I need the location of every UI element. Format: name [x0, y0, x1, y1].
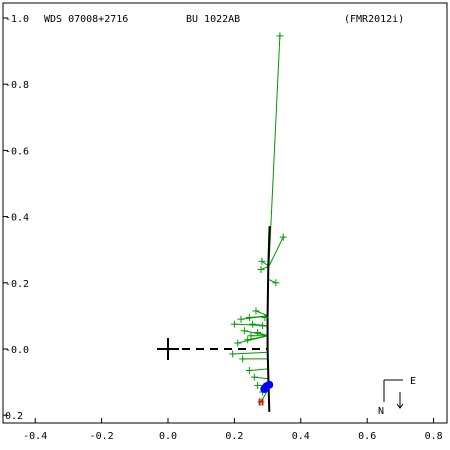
residual-line — [240, 315, 269, 320]
observation-point — [237, 315, 245, 323]
observation-point — [247, 332, 255, 340]
compass-north-label: N — [378, 406, 384, 417]
observation-point — [240, 327, 248, 335]
ephemeris-point — [260, 385, 269, 394]
observation-point — [252, 307, 260, 315]
x-tick-label: 0.8 — [425, 431, 443, 442]
x-tick-label: 0.2 — [225, 431, 243, 442]
observation-point — [245, 314, 253, 322]
residual-line — [255, 310, 269, 317]
observation-point — [249, 320, 257, 328]
observation-point — [244, 336, 252, 344]
y-tick-label: -0.2 — [5, 279, 29, 290]
observation-point — [250, 373, 258, 381]
x-tick-label: -0.2 — [90, 431, 114, 442]
motion-arrow-head — [396, 403, 404, 409]
observation-point — [272, 279, 280, 287]
wds-id-label: WDS 07008+2716 — [44, 14, 128, 25]
observation-point — [257, 398, 265, 406]
x-tick-label: 0.6 — [358, 431, 376, 442]
observation-point — [229, 350, 237, 358]
observation-point — [230, 320, 238, 328]
y-tick-label: -0.6 — [5, 146, 29, 157]
residual-line — [268, 236, 284, 267]
observation-point — [254, 328, 262, 336]
observation-point — [234, 339, 242, 347]
plot-frame — [2, 2, 448, 424]
y-tick-label: -0.0 — [5, 345, 29, 356]
observation-point — [261, 314, 269, 322]
y-tick-label: -0.4 — [5, 213, 29, 224]
y-tick-label: 0.2 — [5, 411, 23, 422]
observation-point — [254, 381, 262, 389]
residual-line — [237, 335, 269, 344]
residual-line — [257, 331, 269, 337]
observation-point — [279, 233, 287, 241]
x-tick-label: 0.0 — [159, 431, 177, 442]
observation-point — [259, 322, 267, 330]
x-tick-label: -0.4 — [23, 431, 47, 442]
residual-line — [268, 35, 281, 267]
x-tick-label: 0.4 — [292, 431, 310, 442]
marker-label: H — [258, 397, 264, 408]
residual-line — [232, 351, 268, 355]
observation-point — [276, 32, 284, 40]
compass-east-label: E — [410, 376, 416, 387]
observation-point — [245, 367, 253, 375]
observation-point — [257, 266, 265, 274]
y-tick-label: -1.0 — [5, 14, 29, 25]
observation-point — [258, 257, 266, 265]
residual-line — [268, 279, 277, 284]
reference-label: (FMR2012i) — [344, 14, 404, 25]
observation-point — [239, 355, 247, 363]
y-tick-label: -0.8 — [5, 80, 29, 91]
discoverer-label: BU 1022AB — [186, 14, 240, 25]
